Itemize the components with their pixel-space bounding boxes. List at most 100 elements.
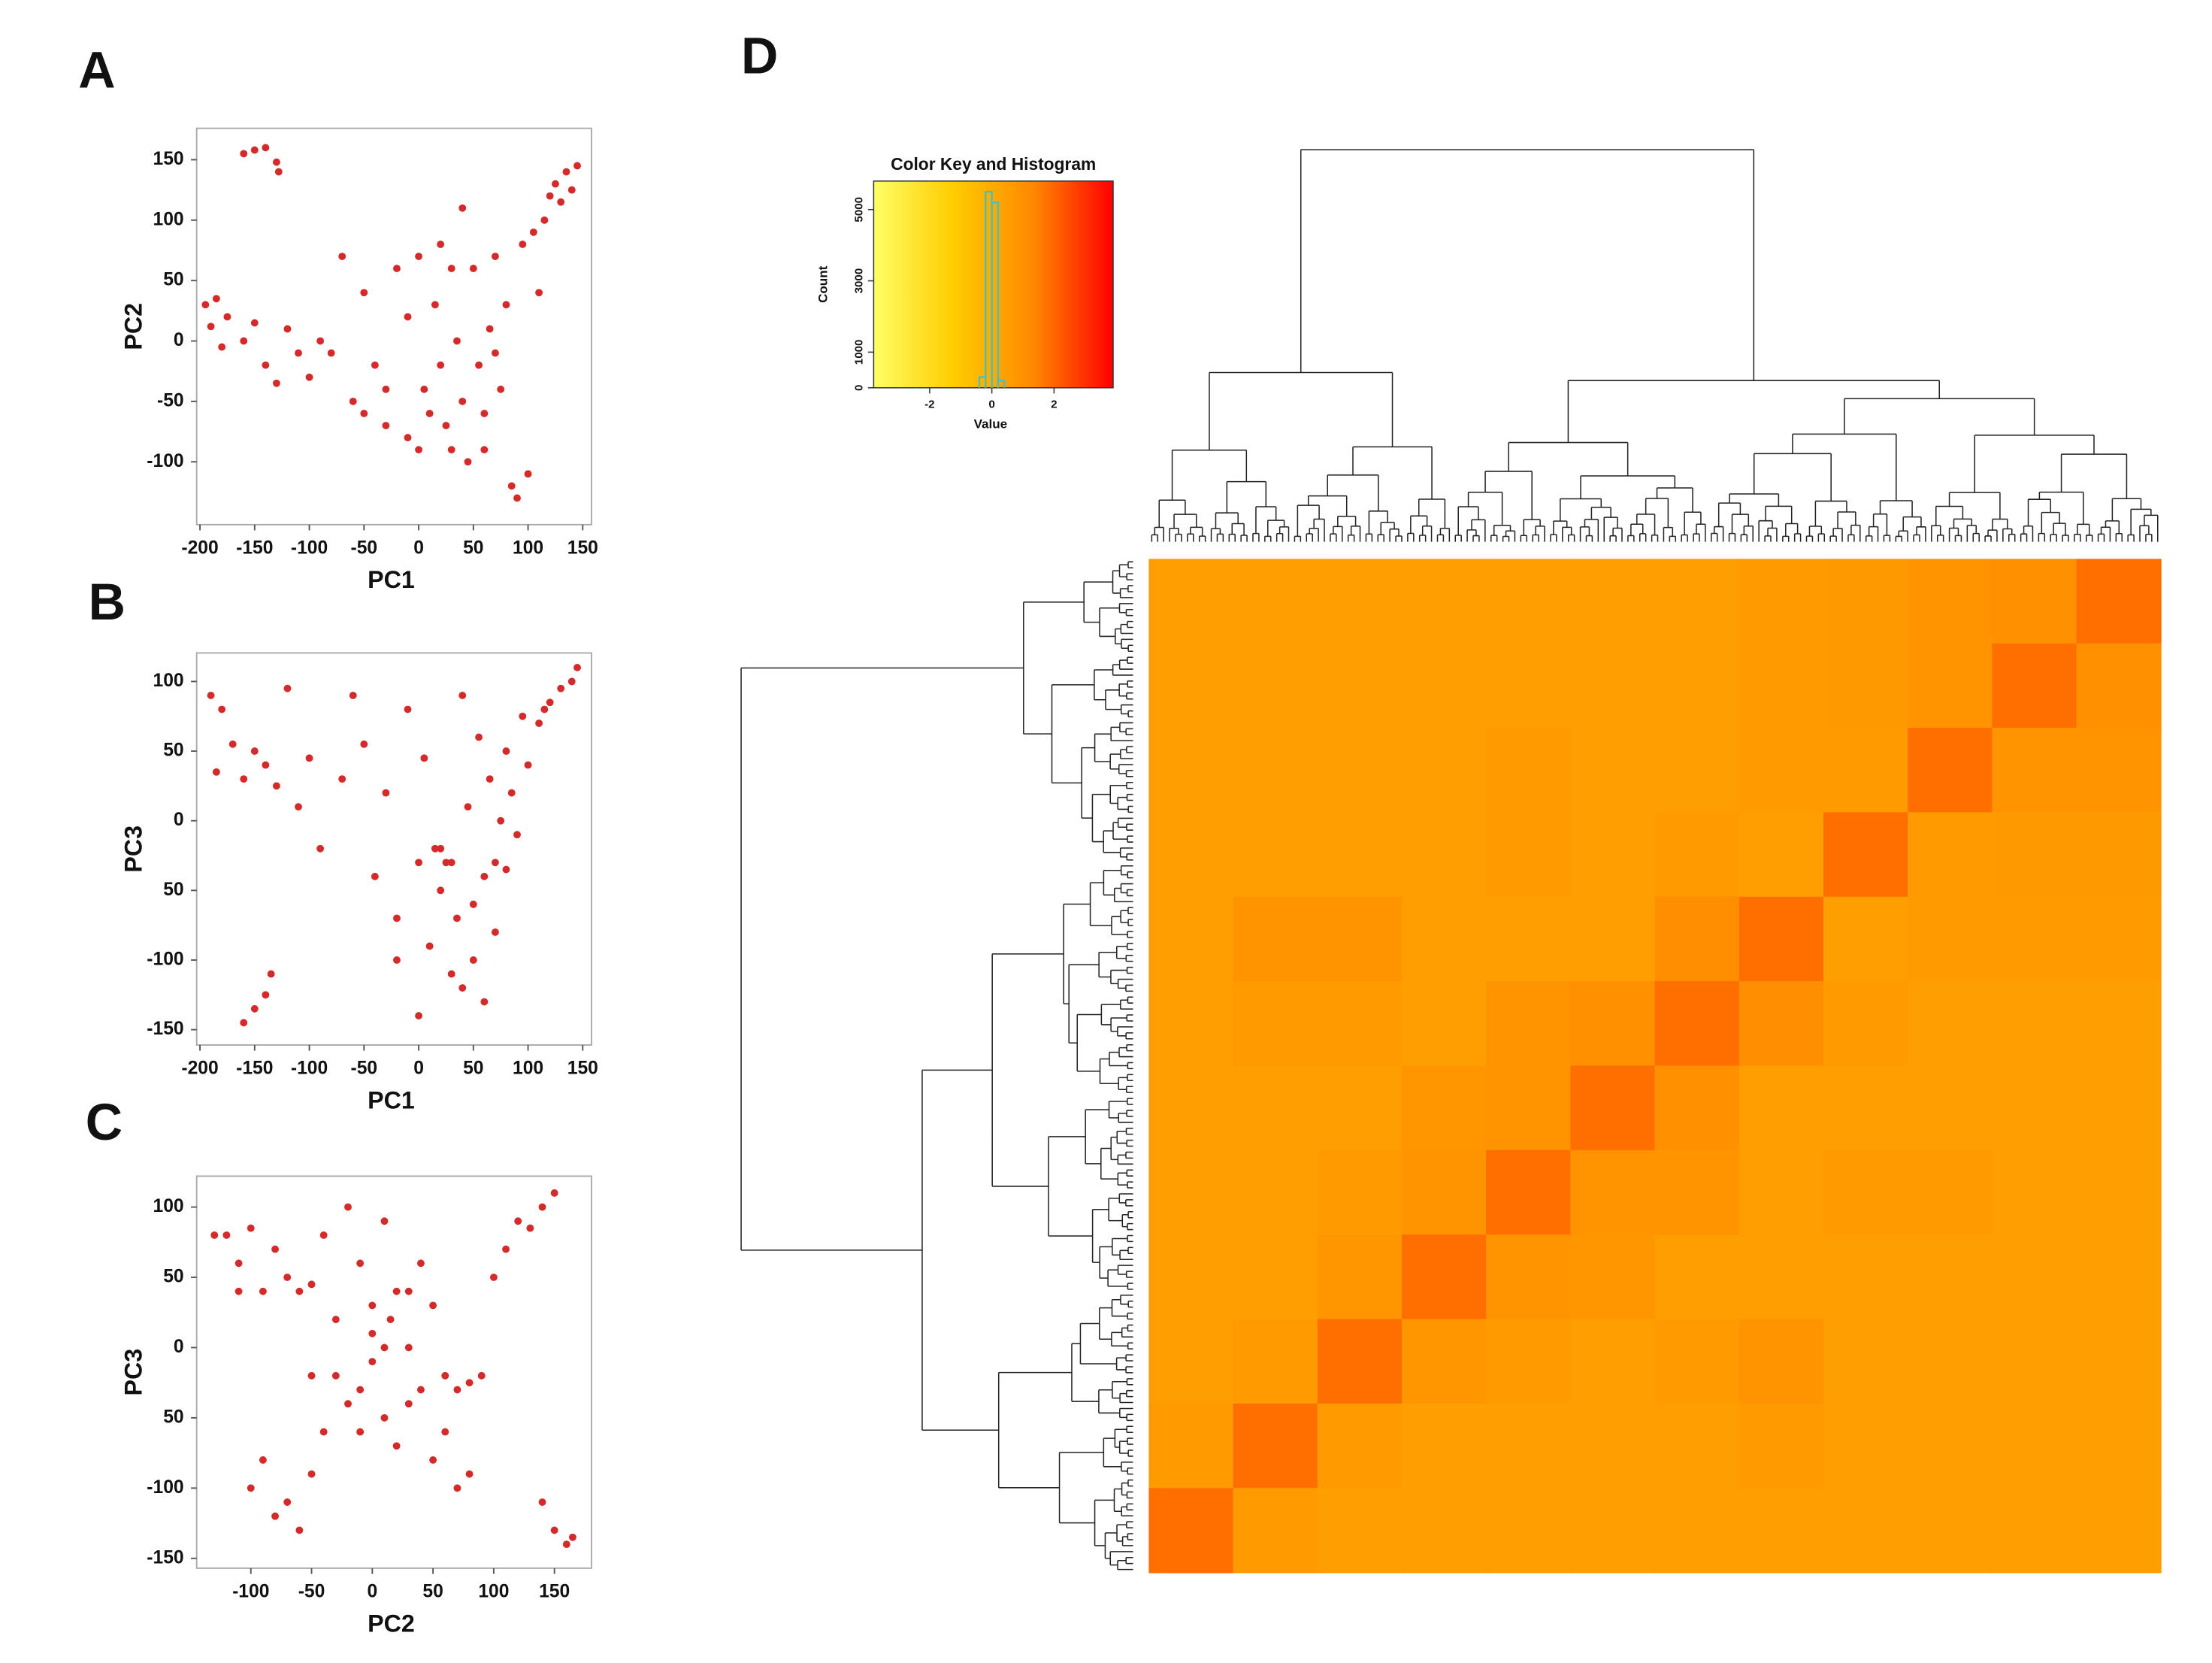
point — [514, 1217, 522, 1225]
x-tick-label: 100 — [513, 1059, 543, 1079]
point — [480, 410, 489, 417]
point — [502, 747, 510, 756]
key-title: Color Key and Histogram — [891, 154, 1096, 174]
heatmap-cell — [1486, 1319, 1572, 1404]
point — [524, 470, 532, 478]
point — [404, 1287, 413, 1295]
point — [567, 677, 576, 686]
dendrogram — [1151, 149, 2159, 542]
heatmap-cell — [1233, 1319, 1318, 1404]
heatmap-cell — [1401, 643, 1487, 729]
heatmap-cell — [1570, 1319, 1656, 1404]
panel-letter: B — [89, 574, 126, 631]
heatmap-cell — [2076, 981, 2162, 1067]
x-tick-label: 150 — [539, 1582, 570, 1602]
heatmap-cell — [2076, 1234, 2162, 1320]
heatmap-cell — [1908, 1488, 1993, 1574]
point — [338, 775, 346, 783]
heatmap-cell — [1486, 559, 1572, 644]
point — [344, 1203, 352, 1211]
heatmap-cell — [1233, 896, 1318, 983]
point — [295, 803, 302, 811]
point — [212, 768, 220, 776]
histogram-bin — [997, 380, 1006, 388]
point — [550, 1526, 558, 1534]
heatmap-cell — [1401, 1403, 1487, 1489]
point — [429, 1301, 437, 1310]
point — [453, 1484, 461, 1492]
point — [469, 265, 477, 273]
point — [250, 146, 259, 154]
point — [458, 692, 467, 699]
heatmap-cell — [1654, 643, 1740, 729]
x-tick-label: -150 — [236, 538, 273, 559]
heatmap-cell — [1654, 1403, 1740, 1489]
point — [247, 1484, 255, 1492]
heatmap-cell — [1148, 1150, 1234, 1236]
x-tick-label: -100 — [232, 1582, 269, 1602]
heatmap-cell — [1317, 643, 1403, 729]
panel-letter: C — [86, 1094, 123, 1151]
point — [453, 914, 461, 922]
heatmap-cell — [1570, 1488, 1656, 1574]
panel-letter: D — [741, 28, 778, 85]
point — [404, 434, 412, 442]
y-tick-label: -50 — [157, 390, 184, 410]
heatmap-cell — [1823, 1488, 1909, 1574]
point — [262, 761, 270, 769]
heatmap-cell — [1992, 896, 2077, 983]
point — [223, 313, 231, 321]
point — [464, 458, 472, 466]
point — [404, 705, 412, 713]
heatmap-cell — [1233, 1403, 1318, 1489]
point — [538, 1498, 546, 1506]
point — [295, 349, 302, 357]
heatmap-cell — [1654, 559, 1740, 644]
point — [489, 1274, 498, 1281]
heatmap-cell — [2076, 1403, 2162, 1489]
point — [404, 313, 412, 321]
plot-frame — [195, 1175, 592, 1569]
point — [392, 1442, 401, 1450]
point — [475, 361, 483, 369]
heatmap-cell — [1992, 559, 2077, 644]
point — [458, 984, 467, 992]
y-tick-label: 50 — [163, 880, 183, 900]
heatmap-cell — [1992, 1319, 2077, 1404]
heatmap-cell — [1992, 1065, 2077, 1151]
heatmap-cell — [1908, 812, 1993, 898]
heatmap-cell — [1992, 1488, 2077, 1574]
heatmap-cell — [1738, 896, 1824, 983]
point — [338, 253, 346, 260]
heatmap-cell — [1738, 1488, 1824, 1574]
point — [272, 379, 280, 387]
point — [316, 844, 325, 853]
heatmap-cell — [1823, 1150, 1909, 1236]
heatmap-cell — [1908, 728, 1993, 813]
heatmap-cell — [1823, 1403, 1909, 1489]
x-axis-label: PC1 — [368, 1086, 415, 1113]
point — [319, 1231, 328, 1239]
heatmap-cell — [2076, 1150, 2162, 1236]
y-tick-label: 0 — [174, 810, 184, 830]
y-tick-label: 100 — [153, 209, 183, 229]
heatmap-cell — [1738, 1150, 1824, 1236]
x-tick-label: 100 — [513, 538, 543, 559]
point — [557, 198, 565, 206]
point — [240, 337, 248, 345]
point — [465, 1379, 474, 1387]
key-y-tick-label: 3000 — [852, 268, 865, 294]
heatmap-cell — [1570, 643, 1656, 729]
point — [491, 928, 499, 936]
heatmap-cell — [1908, 559, 1993, 644]
heatmap-cell — [1654, 1065, 1740, 1151]
heatmap-cell — [1908, 1403, 1993, 1489]
x-tick-label: -100 — [291, 538, 328, 559]
point — [480, 998, 489, 1006]
point — [380, 1217, 389, 1225]
y-tick-label: -100 — [147, 949, 183, 969]
point — [486, 775, 494, 783]
point — [210, 1231, 219, 1239]
heatmap-cell — [1233, 728, 1318, 813]
point — [502, 1245, 510, 1253]
